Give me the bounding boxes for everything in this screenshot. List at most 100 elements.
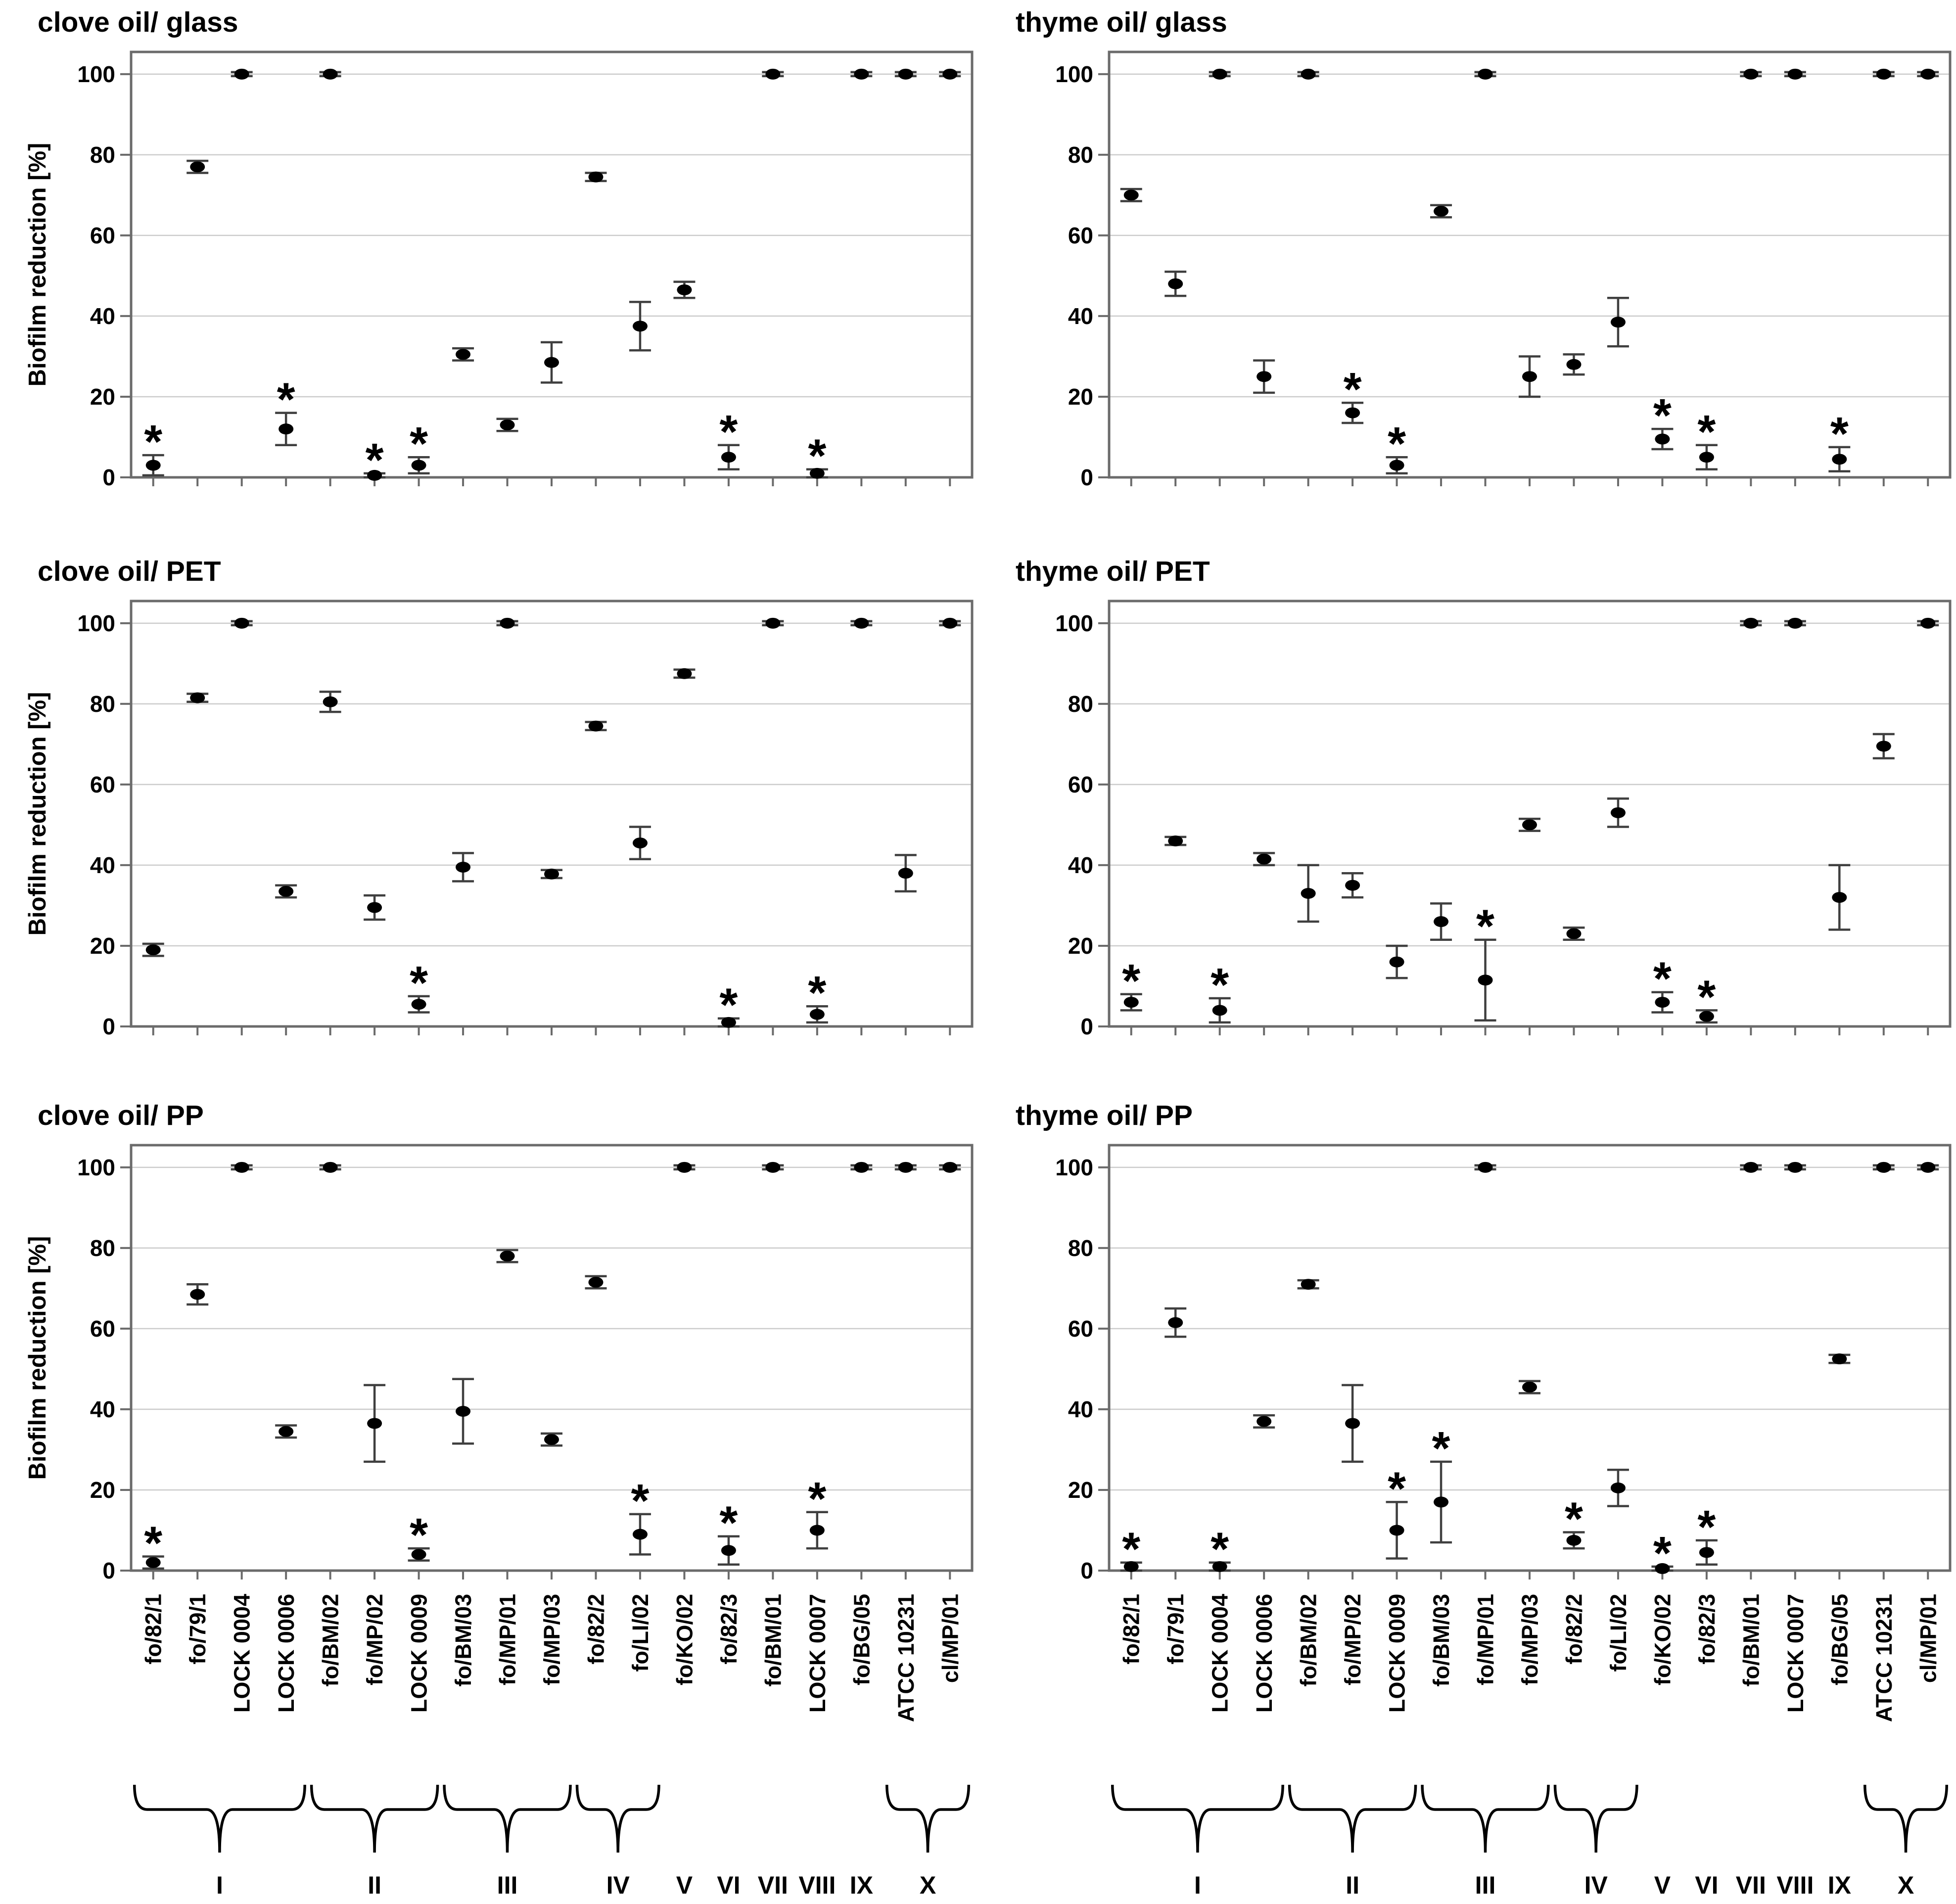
- data-point: [809, 1525, 825, 1536]
- data-point: [721, 1545, 736, 1556]
- data-point: [544, 868, 559, 880]
- data-point: [456, 349, 471, 360]
- data-point: [323, 68, 338, 80]
- y-tick-label: 100: [1055, 61, 1093, 87]
- plot-border: [1108, 600, 1952, 1028]
- x-tick-label: fo/MP/02: [1340, 1594, 1365, 1685]
- x-tick-label: ATCC 10231: [893, 1594, 919, 1722]
- data-point: [1699, 452, 1714, 463]
- data-point: [1610, 317, 1626, 328]
- data-point: [1257, 853, 1272, 865]
- data-point: [1920, 68, 1936, 80]
- data-point: [1478, 1161, 1493, 1173]
- data-point: [765, 617, 781, 629]
- data-point: [1434, 1496, 1449, 1508]
- x-tick-label: LOCK 0006: [1252, 1594, 1277, 1713]
- data-point: [279, 423, 294, 435]
- data-point: [1168, 836, 1183, 847]
- group-label: VI: [1695, 1871, 1718, 1899]
- data-point: [234, 1161, 249, 1173]
- x-tick-label: fo/LI/02: [628, 1594, 653, 1672]
- data-point: [1301, 887, 1316, 899]
- y-axis-title: Biofilm reduction [%]: [24, 1236, 51, 1480]
- data-point: [1566, 928, 1582, 939]
- y-tick-label: 40: [1068, 852, 1093, 878]
- x-tick-label: fo/BM/02: [318, 1594, 343, 1687]
- data-point: [145, 944, 161, 956]
- chart-clove-oil-pp: clove oil/ PP Biofilm reduction [%] 0 20 40 6…: [0, 1093, 978, 1904]
- data-point: [279, 1426, 294, 1437]
- data-point: [190, 692, 205, 703]
- y-tick-label: 80: [1068, 691, 1093, 717]
- data-point: [1123, 189, 1139, 201]
- significance-asterisk: *: [719, 406, 738, 458]
- significance-asterisk: *: [1697, 406, 1716, 458]
- data-point: [677, 284, 692, 295]
- data-point: [1610, 807, 1626, 818]
- chart-clove-oil-glass-svg: clove oil/ glass Biofilm reduction [%] 0 20…: [24, 6, 974, 490]
- significance-asterisk: *: [366, 434, 384, 486]
- data-point: [1566, 1534, 1582, 1546]
- chart-thyme-oil-glass: thyme oil/ glass 0 20 40 60 80 100 * * * * *: [978, 0, 1956, 549]
- plot-border: [1108, 50, 1952, 479]
- chart-thyme-oil-pet-svg: thyme oil/ PET 0 20 40 60 80 100 * * * * *: [1016, 556, 1952, 1039]
- x-tick-label: fo/KO/02: [1650, 1594, 1675, 1685]
- chart-clove-oil-pet: clove oil/ PET Biofilm reduction [%] 0 20 40…: [0, 549, 978, 1093]
- data-point: [1301, 1279, 1316, 1290]
- group-brace: [885, 1784, 971, 1853]
- group-brace: [443, 1784, 572, 1853]
- group-label: VII: [758, 1871, 788, 1899]
- data-point: [1522, 1382, 1537, 1393]
- significance-asterisk: *: [1344, 363, 1362, 416]
- data-point: [1478, 68, 1493, 80]
- data-point: [1522, 371, 1537, 382]
- x-tick-label: cl/MP/01: [937, 1594, 963, 1683]
- data-point: [942, 68, 958, 80]
- data-point: [367, 1418, 382, 1429]
- data-point: [500, 419, 515, 431]
- x-tick-label: fo/82/2: [1561, 1594, 1586, 1665]
- x-tick-label: fo/MP/03: [539, 1594, 564, 1685]
- data-point: [721, 1017, 736, 1028]
- x-tick-label: fo/79/1: [185, 1594, 210, 1665]
- x-tick-label: fo/BM/02: [1296, 1594, 1321, 1687]
- data-point: [544, 357, 559, 368]
- data-point: [456, 862, 471, 873]
- significance-asterisk: *: [719, 979, 738, 1031]
- x-tick-label: fo/BM/01: [1738, 1594, 1764, 1687]
- x-tick-label: fo/82/3: [716, 1594, 742, 1665]
- x-tick-label: fo/BM/03: [451, 1594, 476, 1687]
- data-point: [1655, 433, 1670, 445]
- group-label: IX: [850, 1871, 873, 1899]
- x-tick-label: fo/82/3: [1694, 1594, 1720, 1665]
- significance-asterisk: *: [1432, 1422, 1450, 1475]
- group-brace: [1553, 1784, 1638, 1853]
- x-tick-label: fo/MP/01: [1473, 1594, 1498, 1685]
- data-point: [1699, 1547, 1714, 1558]
- data-point: [677, 1161, 692, 1173]
- plot-border: [130, 600, 974, 1028]
- x-tick-label: fo/MP/03: [1517, 1594, 1542, 1685]
- significance-asterisk: *: [1476, 900, 1494, 953]
- plot-border: [1108, 1144, 1952, 1572]
- data-point: [145, 1557, 161, 1568]
- group-label: VI: [717, 1871, 740, 1899]
- chart-thyme-oil-pp-svg: thyme oil/ PP 0 20 40 60 80 100 * * * * * * * fo/82/1 f…: [1016, 1100, 1952, 1899]
- x-tick-label: fo/MP/02: [362, 1594, 387, 1685]
- y-tick-label: 60: [90, 1316, 115, 1342]
- y-tick-label: 80: [90, 1235, 115, 1261]
- x-tick-label: LOCK 0009: [407, 1594, 432, 1713]
- data-point: [1832, 892, 1847, 903]
- data-point: [190, 1289, 205, 1300]
- group-label: II: [1346, 1871, 1359, 1899]
- data-point: [1832, 454, 1847, 465]
- chart-title: thyme oil/ PET: [1016, 556, 1210, 587]
- significance-asterisk: *: [144, 416, 162, 468]
- data-point: [1434, 205, 1449, 217]
- data-point: [1123, 1561, 1139, 1572]
- data-point: [1522, 819, 1537, 831]
- data-point: [898, 868, 913, 879]
- y-tick-label: 40: [1068, 1396, 1093, 1422]
- x-tick-label: fo/MP/01: [495, 1594, 520, 1685]
